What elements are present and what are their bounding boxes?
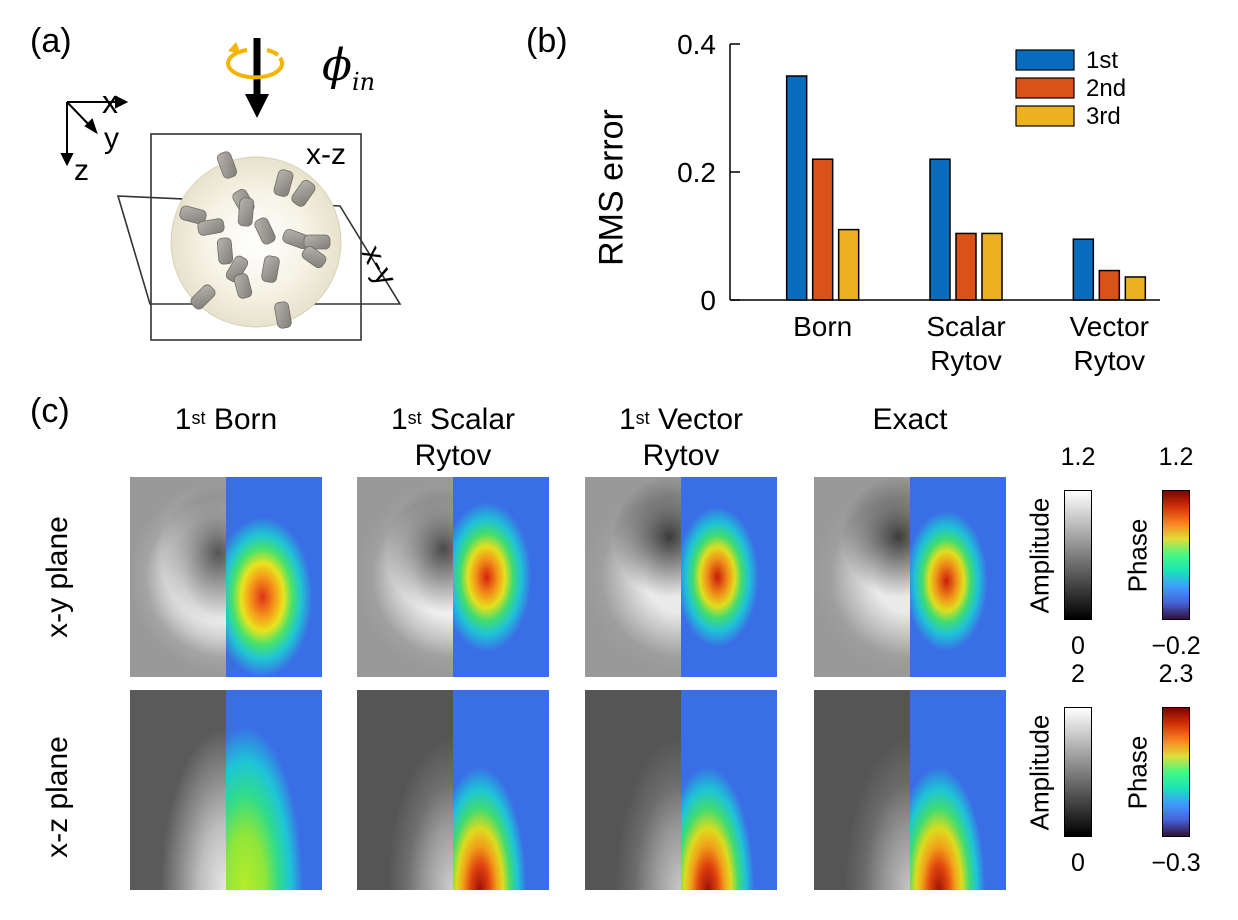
bar-1st-1 xyxy=(929,158,951,301)
axis-y-label: y xyxy=(104,122,119,155)
y-axis-label: RMS error xyxy=(592,109,631,266)
row-label-xy-plane: x-y plane xyxy=(41,516,74,638)
xz-amplitude-label: Amplitude xyxy=(1024,714,1055,831)
xz-phase-colorbar xyxy=(1162,707,1190,837)
category-label: Rytov xyxy=(1074,345,1146,376)
xz-plane-outline xyxy=(150,133,362,341)
bar-2nd-1 xyxy=(955,232,977,301)
xz-plane-label: x-z xyxy=(306,138,346,171)
xy-amplitude-colorbar xyxy=(1064,490,1092,620)
axis-x-label: x xyxy=(102,84,118,120)
column-title-1st-vector-rytov: 1st Vector Rytov xyxy=(618,403,744,472)
bar-2nd-2 xyxy=(1098,269,1121,301)
rotation-arrow-icon xyxy=(226,48,284,80)
phi-in-label: ϕin xyxy=(322,40,376,96)
category-label: Born xyxy=(793,311,852,342)
xy-image-1st-born xyxy=(130,477,322,677)
incident-arrow xyxy=(245,38,269,118)
legend-swatch-2nd xyxy=(1015,77,1075,99)
xy-amp-min: 0 xyxy=(1071,632,1085,660)
xz-image-1st-scalar-rytov xyxy=(357,690,549,890)
xz-amplitude-colorbar xyxy=(1064,707,1092,837)
bar-3rd-0 xyxy=(837,228,860,301)
legend-label-3rd: 3rd xyxy=(1086,103,1121,130)
xy-image-exact xyxy=(814,477,1006,677)
panel-b-label: (b) xyxy=(526,22,568,60)
xz-phase-label: Phase xyxy=(1122,735,1153,810)
bar-3rd-2 xyxy=(1124,276,1147,301)
category-label: Vector xyxy=(1070,311,1149,342)
row-label-xz-plane: x-z plane xyxy=(41,736,74,858)
xy-image-1st-vector-rytov xyxy=(585,477,777,677)
column-title-1st-scalar-rytov: 1st Scalar Rytov xyxy=(390,403,516,472)
cylinders xyxy=(179,151,331,329)
coordinate-axes xyxy=(60,95,129,167)
xz-amp-min: 0 xyxy=(1071,849,1085,877)
chart-ticks: 0 0.2 0.4 xyxy=(677,29,740,316)
xz-phase-max: 2.3 xyxy=(1158,660,1194,688)
xz-phase-min: −0.3 xyxy=(1151,849,1201,877)
xy-phase-label: Phase xyxy=(1122,518,1153,593)
legend-label-1st: 1st xyxy=(1086,47,1118,74)
y-tick-label: 0.2 xyxy=(677,157,716,188)
y-tick-label: 0 xyxy=(700,285,716,316)
panel-a-illustration xyxy=(60,38,402,341)
column-title-exact: Exact xyxy=(872,403,948,436)
xy-phase-min: −0.2 xyxy=(1151,632,1201,660)
legend-swatch-3rd xyxy=(1015,105,1075,127)
xz-image-1st-born xyxy=(130,690,322,890)
category-label: Scalar xyxy=(926,311,1005,342)
xz-image-exact xyxy=(814,690,1006,890)
bar-3rd-1 xyxy=(981,232,1003,301)
xz-amp-max: 2 xyxy=(1071,660,1085,688)
xy-amp-max: 1.2 xyxy=(1060,443,1096,471)
bar-1st-2 xyxy=(1072,238,1095,301)
y-tick-label: 0.4 xyxy=(677,29,716,60)
xy-amplitude-label: Amplitude xyxy=(1024,497,1055,614)
panel-c-label: (c) xyxy=(30,392,70,430)
panel-a-label: (a) xyxy=(30,22,72,60)
column-title-1st-born: 1st Born xyxy=(174,403,278,436)
xy-image-1st-scalar-rytov xyxy=(357,477,549,677)
xy-phase-colorbar xyxy=(1162,490,1190,620)
bar-1st-0 xyxy=(785,75,808,301)
bars-group xyxy=(785,75,1147,301)
bar-2nd-0 xyxy=(811,158,834,301)
axis-z-label: z xyxy=(74,154,89,187)
xy-phase-max: 1.2 xyxy=(1158,443,1194,471)
legend-label-2nd: 2nd xyxy=(1086,75,1126,102)
legend-swatch-1st xyxy=(1015,49,1075,71)
xz-image-1st-vector-rytov xyxy=(585,690,777,890)
category-label: Rytov xyxy=(930,345,1002,376)
